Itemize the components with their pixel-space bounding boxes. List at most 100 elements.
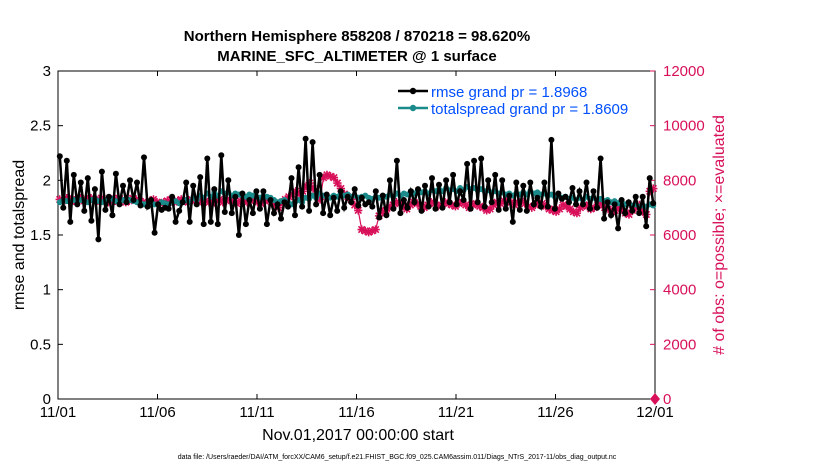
data-point-rmse (116, 201, 123, 208)
data-point-rmse (611, 201, 618, 208)
data-point-rmse (411, 199, 418, 206)
data-point-rmse (597, 155, 604, 162)
data-point-rmse (141, 154, 147, 161)
data-point-rmse (376, 214, 383, 221)
data-point-rmse (551, 205, 558, 212)
data-point-rmse (151, 229, 158, 236)
data-point-rmse (587, 205, 593, 212)
data-point-rmse (523, 207, 530, 214)
data-point-rmse (278, 215, 284, 222)
data-point-rmse (242, 221, 249, 228)
data-point-obs-count (597, 199, 606, 208)
data-point-obs-count (315, 195, 325, 204)
data-point-rmse (165, 205, 172, 212)
data-point-rmse (439, 204, 446, 211)
data-point-rmse (636, 210, 643, 217)
data-point-rmse (341, 204, 348, 211)
y-left-tick-label: 1 (43, 282, 51, 299)
data-point-rmse (172, 218, 179, 225)
data-point-rmse (573, 201, 579, 208)
data-point-rmse (418, 207, 425, 214)
data-point-rmse (344, 193, 351, 200)
data-point-rmse (137, 202, 144, 209)
data-point-rmse (467, 205, 474, 212)
data-point-rmse (534, 194, 541, 201)
data-point-rmse (576, 188, 583, 195)
data-point-rmse (646, 175, 653, 182)
y-right-tick-label: 8000 (663, 172, 696, 189)
data-point-rmse (632, 193, 639, 200)
data-point-rmse (74, 201, 81, 208)
data-point-rmse (313, 201, 320, 208)
data-point-rmse (260, 188, 267, 195)
data-point-rmse (436, 181, 442, 188)
data-point-rmse (348, 199, 355, 206)
data-point-rmse (625, 199, 632, 206)
data-point-obs-count (354, 206, 363, 215)
data-point-rmse (478, 155, 485, 162)
data-point-obs-count (326, 172, 335, 181)
data-point-rmse (506, 192, 513, 199)
tick-layer: 11/01 11/06 11/11 11/16 11/21 11/26 12/0100.51… (30, 63, 705, 421)
data-point-rmse (544, 203, 551, 210)
y-left-tick-label: 1.5 (30, 227, 51, 244)
data-point-rmse (464, 160, 471, 167)
x-tick-label: 11/11 (239, 404, 274, 421)
data-point-rmse (253, 188, 260, 195)
data-point-rmse (569, 185, 576, 191)
data-point-rmse (337, 188, 344, 195)
data-point-rmse (390, 205, 397, 212)
data-point-rmse (91, 186, 98, 193)
data-point-rmse (102, 206, 109, 213)
data-point-rmse (105, 193, 112, 200)
data-point-rmse (130, 197, 137, 203)
data-point-rmse (232, 193, 239, 200)
data-point-rmse (179, 199, 186, 206)
y-right-tick-label: 12000 (663, 63, 705, 80)
data-point-obs-count (333, 178, 342, 188)
data-point-rmse (120, 182, 126, 189)
data-point-rmse (453, 201, 460, 208)
data-point-rmse (485, 177, 492, 184)
y-left-tick-label: 3 (43, 63, 51, 80)
chart-title-line1: Northern Hemisphere 858208 / 870218 = 98… (184, 28, 530, 45)
data-point-rmse (330, 194, 337, 201)
data-point-obs-count (243, 198, 252, 207)
y-left-tick-label: 0.5 (30, 336, 51, 353)
y-right-tick-label: 10000 (663, 118, 705, 135)
data-point-rmse (285, 203, 291, 210)
data-point-rmse (622, 210, 629, 217)
data-point-rmse (256, 205, 263, 212)
data-point-obs-count (475, 202, 484, 211)
data-point-rmse (207, 218, 214, 225)
data-point-obs-count (371, 225, 380, 234)
data-point-rmse (295, 164, 302, 171)
data-point-obs-count (426, 198, 436, 207)
data-point-rmse (190, 182, 197, 189)
data-point-rmse (495, 206, 502, 213)
legend: rmse grand pr = 1.8968 totalspread grand… (398, 84, 628, 118)
data-point-rmse (639, 193, 646, 200)
data-point-rmse (98, 168, 105, 175)
data-point-obs-count (624, 210, 634, 219)
data-point-rmse (520, 182, 527, 189)
data-point-rmse (407, 188, 414, 195)
data-point-rmse (429, 175, 435, 182)
obs-zero-marker (650, 393, 660, 405)
data-point-rmse (211, 186, 218, 193)
y-axis-right-label: # of obs: o=possible; ×=evaluated (711, 115, 728, 355)
data-point-rmse (127, 177, 133, 184)
data-point-rmse (70, 171, 77, 178)
data-point-obs-count (308, 184, 318, 193)
data-point-rmse (63, 157, 70, 164)
legend-spread-marker (409, 104, 417, 112)
data-point-rmse (460, 197, 467, 203)
data-point-rmse (155, 201, 162, 208)
x-tick-label: 11/01 (40, 404, 76, 421)
data-point-rmse (112, 170, 119, 177)
data-point-rmse (516, 206, 523, 213)
data-point-obs-count (367, 226, 377, 236)
data-point-rmse (379, 192, 386, 199)
data-point-rmse (288, 175, 295, 182)
data-point-obs-count (177, 195, 186, 204)
